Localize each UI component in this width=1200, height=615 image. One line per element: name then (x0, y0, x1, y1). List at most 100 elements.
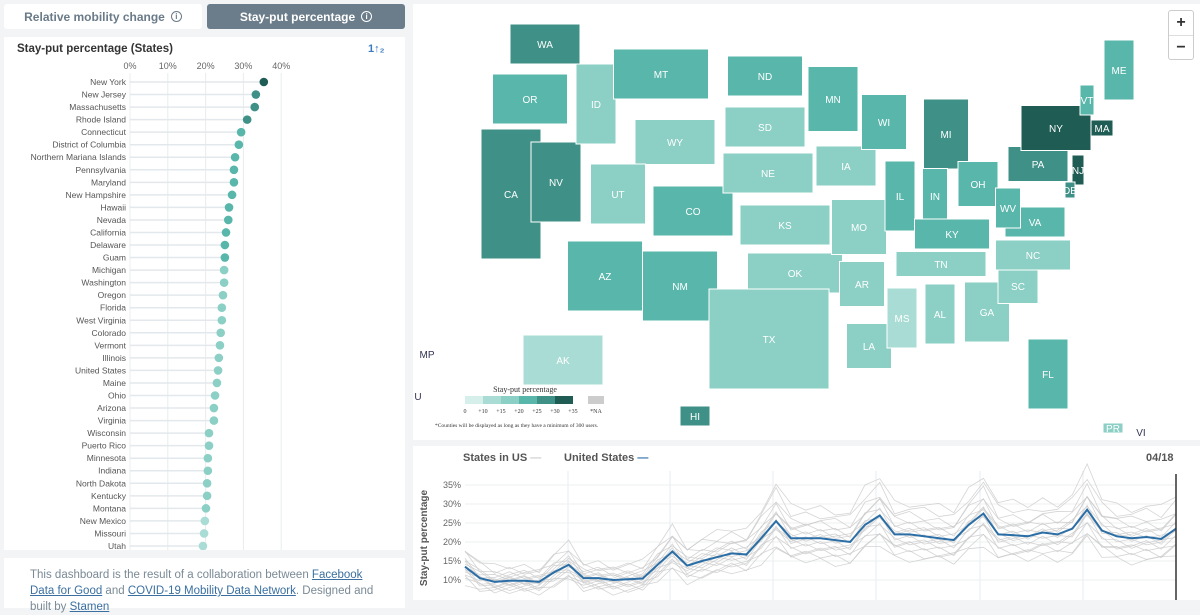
state-label-ca: CA (504, 190, 518, 201)
state-shape-ne (722, 152, 814, 194)
state-dot (213, 366, 223, 375)
state-label-ia: IA (841, 162, 851, 173)
us-map[interactable]: WA OR CA NV ID MT WY UT CO AZ NM ND SD NE KS OK TX MN IA MO… (413, 4, 1200, 440)
stamen-link[interactable]: Stamen (69, 601, 110, 613)
state-series-line (464, 532, 1177, 593)
state-dot (242, 115, 252, 124)
state-dot (212, 378, 222, 388)
legend-label: +25 (532, 409, 541, 415)
state-dot (229, 178, 239, 187)
tab-stay-put-percentage[interactable]: Stay-put percentage i (207, 4, 405, 29)
state-dot (229, 165, 239, 175)
state-shape-nj (1071, 154, 1085, 186)
tab-label: Relative mobility change (24, 9, 165, 24)
state-label: Florida (100, 303, 126, 313)
state-label-de: DE (1063, 186, 1077, 197)
state-label-ms: MS (895, 314, 910, 325)
state-label: Pennsylvania (75, 165, 126, 175)
state-shape-de (1064, 181, 1076, 199)
state-series-line (464, 511, 1177, 590)
state-shape-ks (739, 204, 831, 246)
info-icon[interactable]: i (361, 11, 373, 22)
facebook-data-link[interactable]: Facebook Data for Good (30, 569, 363, 597)
state-shape-ma (1090, 119, 1114, 137)
state-label-az: AZ (599, 272, 612, 283)
us-series-line (464, 508, 1177, 583)
state-label-nd: ND (758, 72, 772, 83)
state-dot (218, 290, 228, 300)
state-label-in: IN (930, 192, 940, 203)
zoom-out-button[interactable]: − (1169, 35, 1193, 59)
axis-tick: 10% (159, 61, 177, 71)
state-shape-sd (724, 106, 806, 148)
state-label-co: CO (686, 207, 701, 218)
state-label: Washington (81, 278, 126, 288)
state-label: Vermont (94, 340, 126, 350)
state-dot (251, 90, 261, 99)
state-series-line (464, 495, 1177, 585)
state-label: Ohio (108, 391, 126, 401)
state-series-line (464, 521, 1177, 591)
state-series-line (464, 482, 1177, 578)
mobility-network-link[interactable]: COVID-19 Mobility Data Network (127, 585, 296, 597)
legend-label: +35 (568, 409, 577, 415)
state-label-id: ID (591, 100, 601, 111)
state-shape-wi (861, 94, 907, 150)
state-shape-me (1103, 39, 1135, 101)
state-label-ak: AK (556, 356, 570, 367)
state-dot (230, 152, 240, 162)
state-shape-ar (839, 261, 885, 307)
state-label: Arizona (97, 403, 126, 413)
state-dot (210, 391, 220, 400)
state-dot (200, 516, 210, 526)
legend-swatch (483, 396, 501, 404)
state-label-ny: NY (1049, 124, 1063, 135)
state-dot (203, 466, 213, 476)
panel-title: Stay-put percentage (States) (17, 43, 173, 55)
y-tick: 25% (443, 518, 461, 528)
state-shape-il (884, 160, 916, 232)
state-label-il: IL (896, 192, 905, 203)
state-label-wa: WA (537, 40, 553, 51)
info-icon[interactable]: i (170, 11, 182, 22)
state-label: Kentucky (91, 491, 127, 501)
state-series-line (464, 513, 1177, 586)
state-shape-nd (727, 55, 803, 97)
state-label-ks: KS (778, 221, 792, 232)
state-label: United States (75, 365, 126, 375)
state-shape-wa (509, 23, 581, 65)
tab-relative-mobility-change[interactable]: Relative mobility change i (4, 4, 202, 29)
state-shape-ak (522, 334, 604, 386)
current-date: 04/18 (1146, 452, 1174, 464)
state-dot (199, 529, 209, 538)
sort-icon[interactable]: 1↑₂ (368, 43, 385, 55)
state-label-al: AL (934, 310, 947, 321)
state-shape-vt (1079, 84, 1095, 116)
state-dot (202, 491, 212, 501)
y-tick: 30% (443, 499, 461, 509)
state-shape-wv (995, 187, 1021, 229)
state-label: Montana (93, 503, 126, 513)
state-dot (214, 353, 224, 363)
state-shape-ut (590, 163, 646, 225)
state-label: Northern Mariana Islands (31, 152, 126, 162)
state-label-ar: AR (855, 280, 869, 291)
state-label: Michigan (92, 265, 126, 275)
state-label: Missouri (94, 528, 126, 538)
state-label: Colorado (92, 328, 127, 338)
state-dot (204, 441, 214, 450)
state-dot (216, 328, 226, 338)
state-label-mp: MP (420, 350, 435, 361)
state-shape-sc (997, 268, 1039, 304)
state-label-ma: MA (1095, 124, 1110, 135)
legend-swatch (537, 396, 555, 404)
state-label-wv: WV (1000, 204, 1016, 215)
y-tick: 15% (443, 556, 461, 566)
zoom-in-button[interactable]: + (1176, 14, 1186, 31)
state-label: Nevada (97, 215, 127, 225)
state-label: District of Columbia (52, 140, 126, 150)
state-label-nj: NJ (1072, 166, 1084, 177)
state-label: Connecticut (81, 127, 127, 137)
dot-chart: 0% 10% 20% 30% 40% New York New Jersey Massachu… (31, 61, 290, 550)
legend-title: Stay-put percentage (493, 385, 557, 394)
